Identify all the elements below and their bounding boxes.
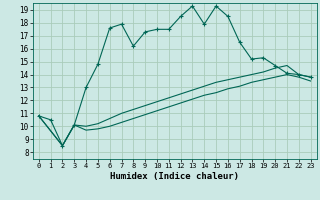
X-axis label: Humidex (Indice chaleur): Humidex (Indice chaleur) [110,172,239,181]
